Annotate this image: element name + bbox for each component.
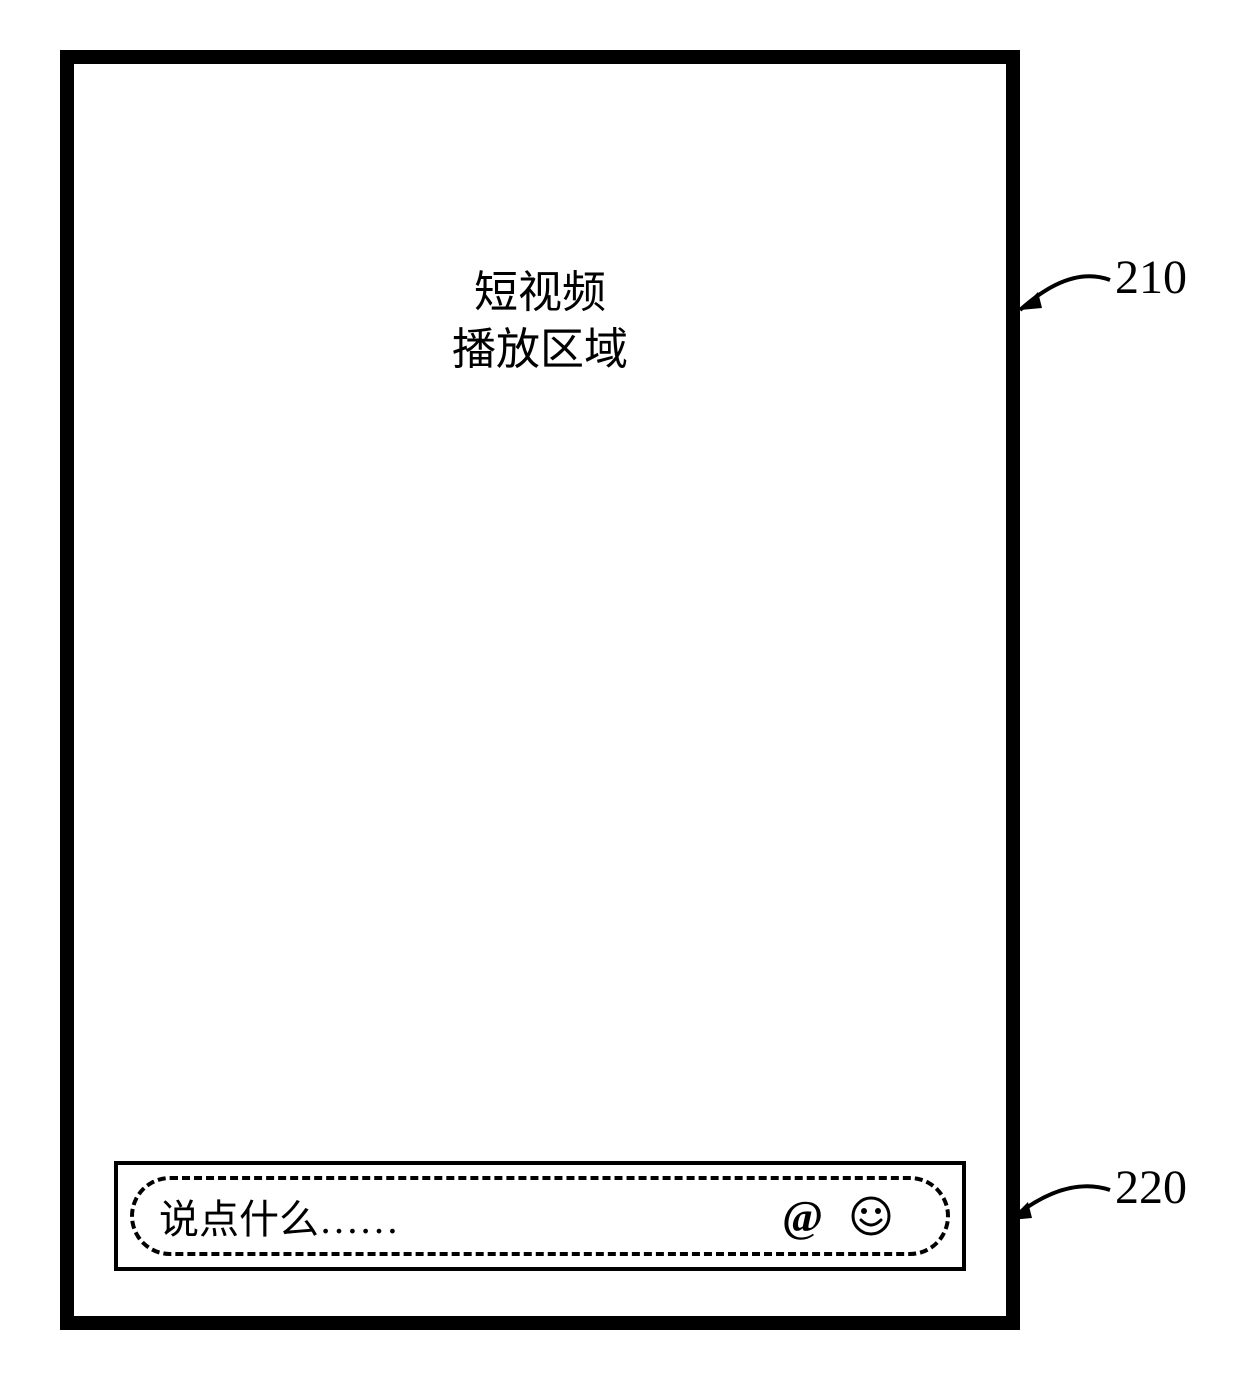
comment-input-container: 说点什么…… @ — [114, 1161, 966, 1271]
mention-icon[interactable]: @ — [782, 1191, 823, 1242]
callout-arrow-220 — [990, 1165, 1120, 1245]
comment-input-field[interactable]: 说点什么…… @ — [130, 1176, 950, 1256]
comment-placeholder: 说点什么…… — [159, 1187, 772, 1245]
smiley-icon[interactable] — [851, 1196, 891, 1236]
video-label-line2: 播放区域 — [452, 321, 628, 378]
video-playback-area-label: 短视频 播放区域 — [452, 264, 628, 378]
callout-label-220: 220 — [1115, 1160, 1187, 1215]
video-label-line1: 短视频 — [452, 264, 628, 321]
callout-label-210: 210 — [1115, 250, 1187, 305]
device-frame: 短视频 播放区域 说点什么…… @ — [60, 50, 1020, 1330]
callout-arrow-210 — [1000, 250, 1120, 340]
